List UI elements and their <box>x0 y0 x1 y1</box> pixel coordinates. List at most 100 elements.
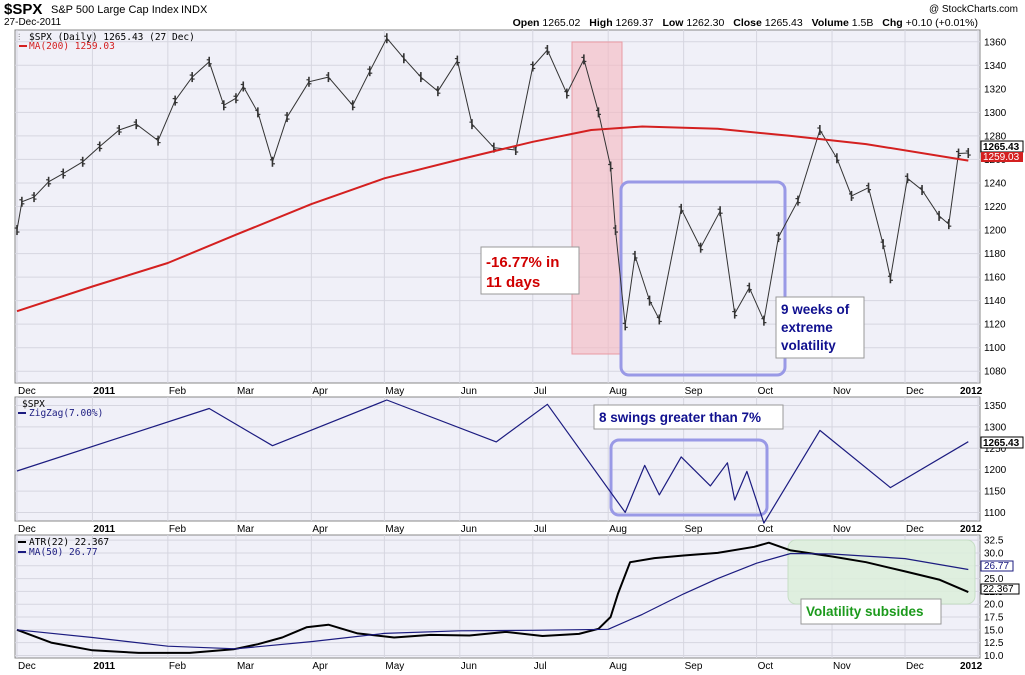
price-legend-main: $SPX (Daily) 1265.43 (27 Dec) <box>29 32 195 43</box>
volatility-callout-line2: extreme <box>781 320 833 335</box>
x-tick-label: Aug <box>609 386 627 397</box>
y-tick-label: 10.0 <box>984 651 1004 662</box>
subsides-zone <box>787 539 976 605</box>
volume-value: 1.5B <box>851 17 874 29</box>
x-tick-label: Dec <box>906 661 924 672</box>
atr-tag-text: 22.367 <box>983 584 1014 595</box>
high-value: 1269.37 <box>615 17 654 29</box>
x-tick-label: Oct <box>758 524 774 535</box>
y-tick-label: 1160 <box>984 273 1006 284</box>
x-tick-label: May <box>385 386 404 397</box>
volatility-callout-line1: 9 weeks of <box>781 302 850 317</box>
x-tick-label: Dec <box>18 386 36 397</box>
swings-box <box>609 438 769 517</box>
y-tick-label: 1100 <box>984 343 1006 354</box>
volume-label: Volume <box>811 17 849 29</box>
chg-value: +0.10 (+0.01%) <box>905 17 978 29</box>
x-tick-label: Mar <box>237 386 255 397</box>
drop-callout-box <box>480 246 580 295</box>
x-tick-label: 2012 <box>960 386 983 397</box>
y-tick-label: 1200 <box>984 465 1007 476</box>
volatility-callout: 9 weeks of extreme volatility <box>775 296 865 359</box>
x-tick-label: 2012 <box>960 661 983 672</box>
y-tick-label: 20.0 <box>984 600 1004 611</box>
x-tick-label: Dec <box>906 386 924 397</box>
y-tick-label: 30.0 <box>984 548 1004 559</box>
x-tick-label: 2011 <box>93 524 115 535</box>
y-tick-label: 1080 <box>984 367 1007 378</box>
x-tick-label: Jul <box>534 524 547 535</box>
atr-legend: ATR(22) 22.367 MA(50) 26.77 <box>18 537 109 558</box>
close-label: Close <box>733 17 762 29</box>
x-tick-label: Jun <box>461 386 477 397</box>
zigzag-legend-line: ZigZag(7.00%) <box>29 408 103 419</box>
atr-legend-line: ATR(22) 22.367 <box>29 537 109 548</box>
x-tick-label: Sep <box>685 524 703 535</box>
x-tick-label: Feb <box>169 386 187 397</box>
atr-ma-legend-line: MA(50) 26.77 <box>29 547 98 558</box>
chg-label: Chg <box>882 17 903 29</box>
y-tick-label: 17.5 <box>984 613 1004 624</box>
x-tick-label: Jul <box>534 661 547 672</box>
zigzag-panel-bg <box>14 396 981 522</box>
drop-callout: -16.77% in 11 days <box>480 246 580 295</box>
zigzag-legend-symbol: $SPX <box>22 399 45 410</box>
y-tick-label: 1340 <box>984 61 1007 72</box>
x-tick-label: Dec <box>18 524 36 535</box>
zigzag-value-tag: 1265.43 <box>980 436 1024 449</box>
atr-ma-tag-box <box>980 560 1014 572</box>
x-tick-label: Feb <box>169 524 187 535</box>
zigzag-tag-box <box>980 436 1024 449</box>
x-tick-label: 2011 <box>93 661 115 672</box>
y-tick-label: 1200 <box>984 226 1007 237</box>
x-tick-label: Nov <box>833 661 851 672</box>
y-tick-label: 1280 <box>984 131 1007 142</box>
x-tick-label: Dec <box>18 661 36 672</box>
ma-tag-text: 1259.03 <box>983 152 1020 163</box>
chart-header: $SPX S&P 500 Large Cap Index INDX @ Stoc… <box>4 1 1022 29</box>
chart-date: 27-Dec-2011 <box>4 17 62 28</box>
quote-bar: Open 1265.02 High 1269.37 Low 1262.30 Cl… <box>513 17 978 29</box>
volatility-callout-line3: volatility <box>781 338 836 353</box>
price-legend: $SPX (Daily) 1265.43 (27 Dec) MA(200) 12… <box>18 32 195 52</box>
x-tick-label: May <box>385 524 404 535</box>
y-tick-label: 1300 <box>984 422 1007 433</box>
y-tick-label: 32.5 <box>984 536 1004 547</box>
y-tick-label: 1100 <box>984 508 1006 519</box>
subsides-callout-text: Volatility subsides <box>806 604 924 619</box>
y-tick-label: 1360 <box>984 37 1007 48</box>
y-tick-label: 15.0 <box>984 625 1004 636</box>
volatility-box <box>619 180 787 377</box>
swings-callout-box <box>593 404 784 430</box>
x-tick-label: Nov <box>833 386 851 397</box>
y-tick-label: 1140 <box>984 296 1006 307</box>
ma200-line <box>16 125 969 313</box>
high-label: High <box>589 17 613 29</box>
ma-tag-box <box>981 152 1023 162</box>
open-value: 1265.02 <box>542 17 581 29</box>
y-tick-label: 1350 <box>984 401 1007 412</box>
drop-callout-line1: -16.77% in <box>486 254 559 271</box>
exchange-label: INDX <box>181 4 208 16</box>
series-layer <box>14 33 971 654</box>
watermark: @ StockCharts.com <box>928 4 1018 15</box>
zigzag-legend: $SPX ZigZag(7.00%) <box>18 399 103 419</box>
close-tag-text: 1265.43 <box>983 142 1020 153</box>
volatility-callout-box <box>775 296 865 359</box>
swings-callout: 8 swings greater than 7% <box>593 404 784 430</box>
close-value: 1265.43 <box>764 17 803 29</box>
x-tick-label: Feb <box>169 661 187 672</box>
y-tick-label: 1150 <box>984 487 1006 498</box>
x-tick-label: Aug <box>609 524 627 535</box>
swings-callout-text: 8 swings greater than 7% <box>599 410 761 425</box>
zigzag-line <box>16 399 969 524</box>
y-tick-label: 1180 <box>984 249 1006 260</box>
drop-highlight-zone <box>571 41 623 355</box>
x-tick-label: Dec <box>906 524 924 535</box>
subsides-callout-box <box>800 598 942 625</box>
x-tick-label: 2012 <box>960 524 983 535</box>
x-tick-label: Sep <box>685 661 703 672</box>
drop-callout-line2: 11 days <box>486 274 540 291</box>
bar-chart-icon: ⫶ <box>18 32 20 43</box>
